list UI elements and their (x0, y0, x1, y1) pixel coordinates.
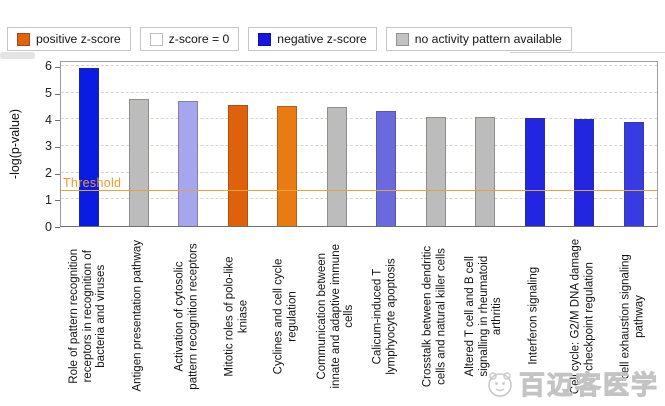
y-axis-title: -log(p-value) (8, 108, 22, 180)
y-tick-mark (55, 200, 60, 202)
no-activity-swatch-icon (395, 32, 409, 46)
gridline (61, 64, 657, 66)
legend-label: no activity pattern available (414, 32, 562, 46)
y-tick-label: 1 (45, 192, 52, 207)
ui-fragment (0, 52, 35, 59)
y-tick-mark (55, 146, 60, 148)
y-tick-label: 4 (45, 112, 52, 127)
bar-negative (623, 121, 644, 226)
legend-label: positive z-score (36, 32, 121, 46)
bar-no-activity (326, 107, 347, 226)
plot-area: Threshold (60, 61, 658, 227)
y-tick-label: 6 (45, 59, 52, 74)
y-tick-mark (55, 66, 60, 68)
legend-item-positive-z-score[interactable]: positive z-score (7, 27, 131, 51)
bar-negative (79, 68, 99, 226)
bar-negative (178, 100, 198, 226)
bar-no-activity (128, 99, 149, 226)
bar-no-activity (475, 116, 495, 226)
watermark: 百迈客医学 (485, 365, 659, 402)
legend: positive z-score z-score = 0 negative z-… (7, 27, 572, 51)
x-axis-label: Crosstalk between dendritic cells and na… (421, 245, 447, 387)
y-tick-label: 5 (45, 86, 52, 100)
bar-no-activity (425, 116, 446, 226)
gridline (61, 144, 657, 146)
bar-negative (574, 119, 594, 226)
legend-item-negative-z-score[interactable]: negative z-score (248, 27, 377, 51)
positive-z-score-swatch-icon (17, 32, 30, 46)
bar-positive (277, 105, 297, 226)
gridline (61, 171, 657, 173)
x-axis-label: Antigen presentation pathway (130, 239, 143, 392)
y-tick-label: 2 (45, 166, 52, 181)
x-axis-label: Role of pattern recognition receptors in… (67, 248, 107, 384)
bar-negative (524, 117, 545, 226)
gridline (61, 118, 657, 120)
threshold-line (61, 190, 657, 192)
x-axis-label: Activation of cytosolic pattern recognit… (173, 242, 200, 390)
y-tick-mark (55, 93, 60, 95)
y-tick-label: 0 (45, 219, 52, 234)
gridline (61, 198, 657, 200)
gridline (61, 91, 657, 93)
negative-z-score-swatch-icon (258, 32, 272, 46)
legend-item-z-score-zero[interactable]: z-score = 0 (139, 27, 240, 51)
x-axis-label: Communication between innate and adaptiv… (315, 243, 355, 389)
x-axis-label: Cyclines and cell cycle regulation (272, 258, 299, 374)
bar-negative (376, 111, 396, 226)
legend-label: z-score = 0 (168, 32, 230, 46)
watermark-logo-icon (488, 371, 512, 397)
x-axis-label: Mitotic roles of polo-like kniase (223, 255, 249, 377)
z-score-zero-swatch-icon (149, 32, 163, 46)
y-tick-mark (55, 227, 60, 228)
x-axis-label: Calicum-induced T lymphyocyte apoptosis (371, 257, 398, 375)
y-tick-mark (55, 120, 60, 122)
legend-item-no-activity[interactable]: no activity pattern available (385, 27, 572, 51)
y-tick-mark (55, 173, 60, 175)
threshold-label: Threshold (63, 176, 122, 191)
y-tick-label: 3 (45, 139, 52, 154)
watermark-text: 百迈客医学 (518, 370, 659, 401)
legend-label: negative z-score (277, 32, 367, 46)
panel-edge-line (510, 52, 665, 53)
bar-positive (227, 104, 248, 226)
